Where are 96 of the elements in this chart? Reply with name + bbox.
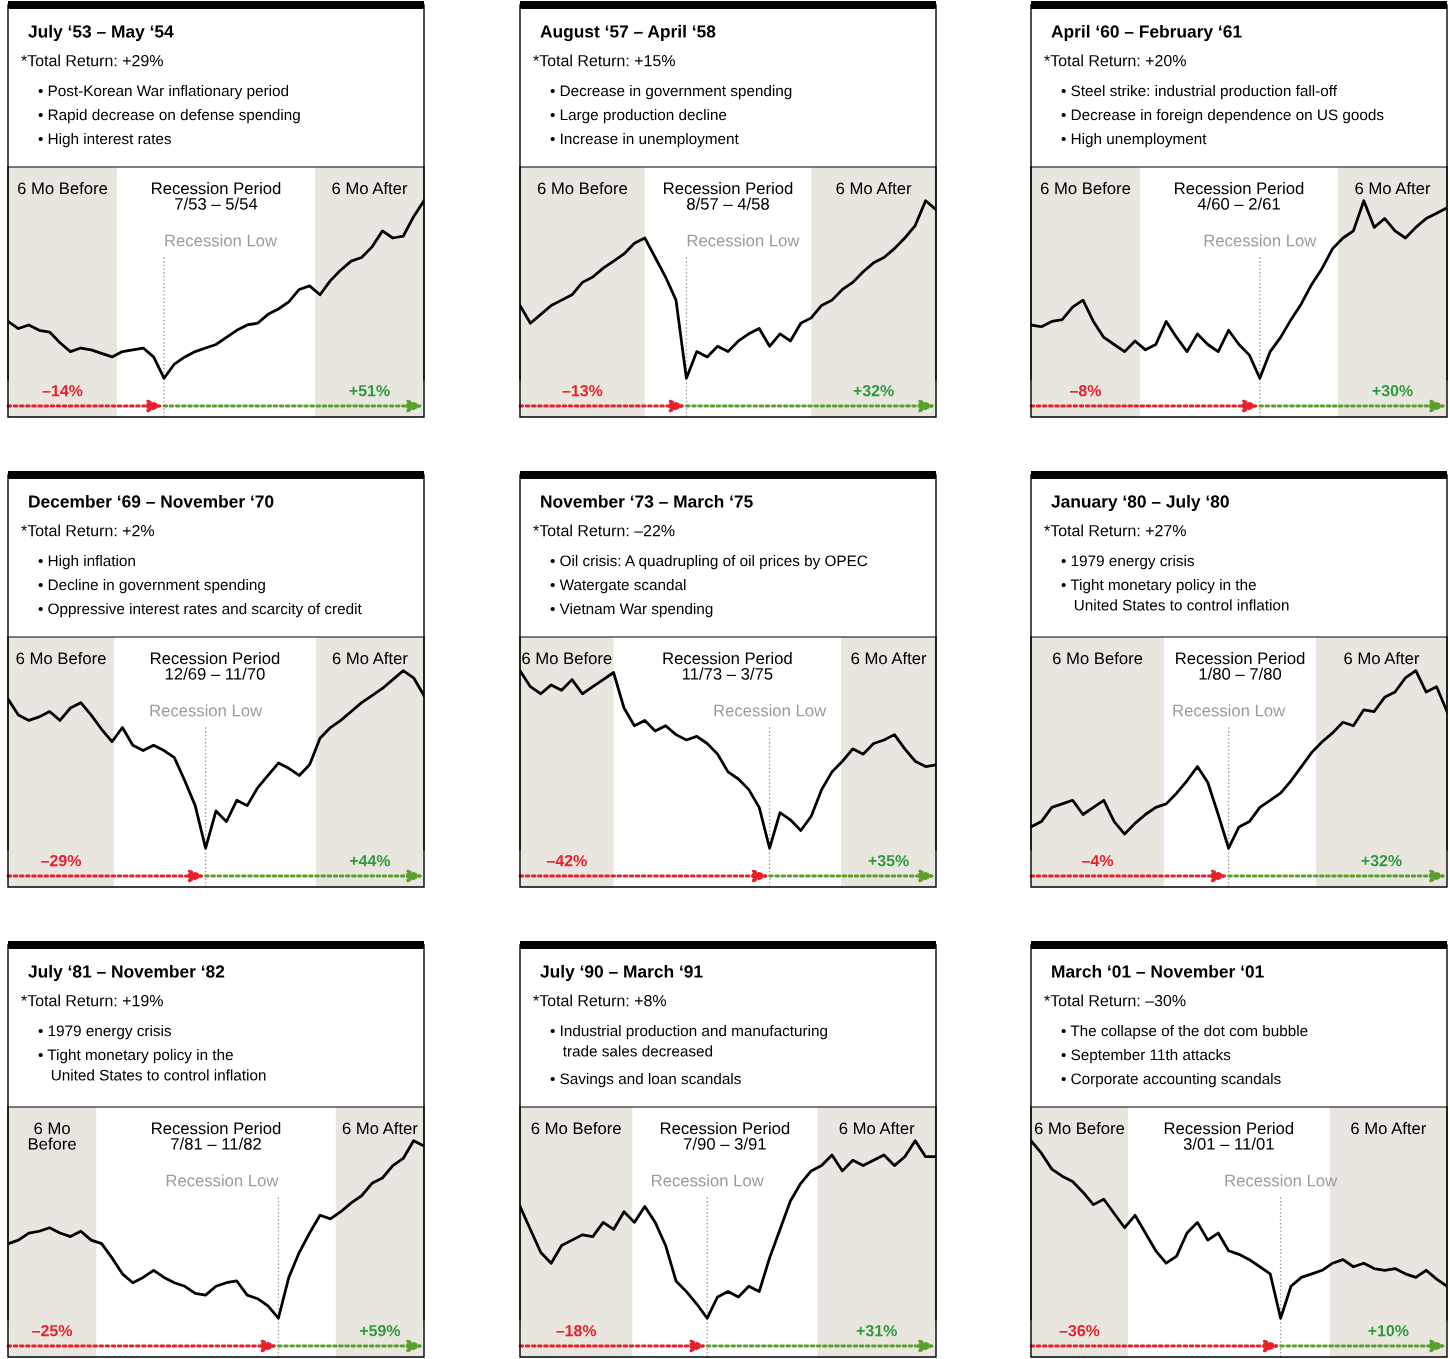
text: 6 Mo Before xyxy=(522,652,612,665)
text: • High inflation xyxy=(38,555,135,570)
text: • Watergate scandal xyxy=(550,579,686,594)
chart-subtitle: *Total Return: –30% xyxy=(1044,994,1186,1007)
text: • Decline in government spending xyxy=(38,579,265,594)
chart-subtitle: *Total Return: +15% xyxy=(533,54,675,67)
annotation: Recession Period 12/69 – 11/70 xyxy=(151,652,280,680)
text: 6 Mo After xyxy=(332,182,408,195)
text: • Post-Korean War inflationary period xyxy=(38,85,289,100)
text: • Large production decline xyxy=(550,109,727,124)
text: 6 Mo After xyxy=(1351,1122,1427,1135)
chart-subtitle: *Total Return: +2% xyxy=(21,524,155,537)
text: +10% xyxy=(1368,1324,1409,1337)
chart-subtitle: *Total Return: +8% xyxy=(533,994,667,1007)
text: –36% xyxy=(1059,1324,1100,1337)
text: • Savings and loan scandals xyxy=(550,1073,741,1088)
chart-title: July ‘81 – November ‘82 xyxy=(28,964,225,982)
text: –29% xyxy=(41,854,82,867)
text: +32% xyxy=(1361,854,1402,867)
text: 6 Mo Before xyxy=(1040,182,1131,195)
chart-subtitle: *Total Return: +29% xyxy=(21,54,163,67)
chart-subtitle: *Total Return: –22% xyxy=(533,524,675,537)
annotation: Recession Period 11/73 – 3/75 xyxy=(663,652,792,680)
annotation: Recession Low xyxy=(150,704,263,717)
text: +44% xyxy=(349,855,391,867)
text: • September 11th attacks xyxy=(1061,1049,1231,1064)
chart-subtitle: *Total Return: +19% xyxy=(21,994,163,1007)
annotation: Recession Period 7/53 – 5/54 xyxy=(152,182,281,210)
text: • High interest rates xyxy=(38,133,172,148)
annotation: Recession Low xyxy=(1204,234,1317,247)
annotation: Recession Period 4/60 – 2/61 xyxy=(1175,182,1304,210)
text: +30% xyxy=(1372,384,1413,397)
text: +31% xyxy=(856,1324,897,1337)
text: –25% xyxy=(32,1324,73,1337)
text: –8% xyxy=(1070,384,1102,397)
text: +59% xyxy=(359,1324,401,1337)
text: • Decrease in foreign dependence on US goods xyxy=(1061,109,1384,124)
text: –4% xyxy=(1082,855,1114,867)
text: • High unemployment xyxy=(1061,133,1207,148)
text: • 1979 energy crisis xyxy=(38,1025,172,1040)
annotation: Recession Low xyxy=(165,234,278,247)
text: 6 Mo After xyxy=(839,1122,915,1135)
text: • Industrial production and manufacturing trade sales decreased xyxy=(550,1025,827,1057)
annotation: Recession Period 1/80 – 7/80 xyxy=(1176,652,1305,680)
chart-subtitle: *Total Return: +20% xyxy=(1044,54,1186,67)
text: • Oppressive interest rates and scarcity of credit xyxy=(38,603,362,618)
chart-subtitle: *Total Return: +27% xyxy=(1044,524,1186,537)
chart-title: April ‘60 – February ‘61 xyxy=(1051,24,1242,42)
annotation: Recession Low xyxy=(687,234,800,247)
text: 6 Mo Before xyxy=(537,182,628,195)
text: 6 Mo Before xyxy=(531,1122,621,1135)
annotation: Recession Period 8/57 – 4/58 xyxy=(664,182,793,210)
text: 6 Mo Before xyxy=(1053,652,1143,665)
text: 6 Mo After xyxy=(342,1122,418,1135)
annotation: Recession Low xyxy=(1173,704,1286,717)
annotation: Recession Period 3/01 – 11/01 xyxy=(1164,1122,1294,1150)
text: –14% xyxy=(42,385,83,397)
text: +35% xyxy=(868,854,909,867)
text: • 1979 energy crisis xyxy=(1061,555,1195,570)
text: 6 Mo Before xyxy=(17,182,108,195)
text: –18% xyxy=(556,1324,597,1337)
text: 6 Mo Before xyxy=(16,652,106,665)
text: 6 Mo After xyxy=(836,182,912,195)
chart-title: August ‘57 – April ‘58 xyxy=(540,24,716,42)
text: • Tight monetary policy in the United States to control inflation xyxy=(1061,579,1289,611)
text: • Vietnam War spending xyxy=(550,603,713,618)
text: 6 Mo After xyxy=(1355,182,1431,195)
text: 6 Mo After xyxy=(332,652,408,665)
text: –13% xyxy=(562,384,603,397)
text: • Decrease in government spending xyxy=(550,85,792,100)
text: +51% xyxy=(349,385,390,397)
annotation: Recession Period 7/90 – 3/91 xyxy=(660,1122,790,1150)
text: • Corporate accounting scandals xyxy=(1061,1073,1281,1088)
chart-title: July ‘90 – March ‘91 xyxy=(540,964,703,982)
text: • Oil crisis: A quadrupling of oil prices by OPEC xyxy=(550,555,868,570)
text: –42% xyxy=(546,854,587,867)
annotation: Recession Low xyxy=(1225,1174,1338,1187)
chart-title: July ‘53 – May ‘54 xyxy=(28,24,174,42)
annotation: Recession Period 7/81 – 11/82 xyxy=(152,1122,281,1150)
annotation: Recession Low xyxy=(714,704,827,717)
text: • Rapid decrease on defense spending xyxy=(38,109,300,124)
annotation: 6 Mo Before xyxy=(28,1122,76,1150)
chart-title: March ‘01 – November ‘01 xyxy=(1052,964,1264,978)
chart-title: December ‘69 – November ‘70 xyxy=(29,494,274,508)
text: 6 Mo After xyxy=(851,652,927,665)
chart-title: January ‘80 – July ‘80 xyxy=(1051,494,1229,512)
text: 6 Mo Before xyxy=(1034,1122,1125,1135)
annotation: Recession Low xyxy=(652,1174,764,1187)
annotation: Recession Low xyxy=(166,1174,279,1187)
text: • Tight monetary policy in the United States to control inflation xyxy=(38,1049,266,1081)
text: +32% xyxy=(853,384,894,397)
text: • Steel strike: industrial production fall-off xyxy=(1061,85,1337,100)
text: • The collapse of the dot com bubble xyxy=(1061,1025,1308,1040)
text: • Increase in unemployment xyxy=(550,133,739,148)
text: 6 Mo After xyxy=(1344,652,1420,665)
chart-title: November ‘73 – March ‘75 xyxy=(541,494,753,508)
